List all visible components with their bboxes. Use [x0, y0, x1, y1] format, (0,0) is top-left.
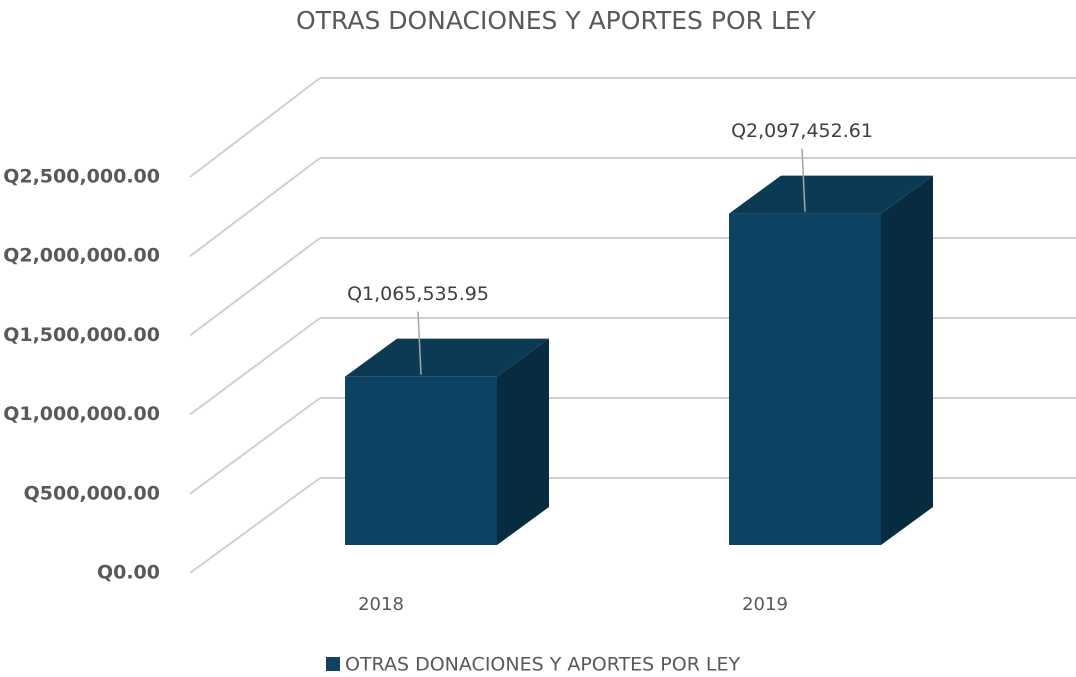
- y-tick-label: Q2,000,000.00: [3, 245, 160, 267]
- grid-line-side: [189, 237, 321, 337]
- legend-swatch: [326, 657, 340, 671]
- bar: [729, 213, 881, 546]
- bar-top: [345, 338, 549, 377]
- y-tick-label: Q1,000,000.00: [3, 403, 160, 425]
- leader-line: [801, 148, 806, 212]
- chart-title: OTRAS DONACIONES Y APORTES POR LEY: [296, 6, 817, 35]
- value-label: Q2,097,452.61: [731, 120, 873, 142]
- bar-side: [497, 338, 549, 545]
- bar-side: [881, 175, 933, 546]
- x-tick-label: 2019: [742, 594, 788, 615]
- grid-line-side: [189, 77, 321, 178]
- bar: [345, 376, 497, 545]
- grid-line-side: [189, 317, 321, 416]
- y-tick-label: Q0.00: [97, 562, 160, 584]
- x-tick-label: 2018: [358, 594, 404, 615]
- y-tick-label: Q2,500,000.00: [3, 166, 160, 188]
- value-label: Q1,065,535.95: [347, 283, 489, 305]
- grid-line-side: [189, 477, 321, 574]
- grid-line-side: [189, 397, 321, 495]
- y-tick-label: Q1,500,000.00: [3, 324, 160, 346]
- legend-label: OTRAS DONACIONES Y APORTES POR LEY: [345, 654, 741, 676]
- bar-top: [729, 175, 933, 214]
- grid-line-side: [189, 157, 321, 257]
- leader-line: [417, 311, 422, 375]
- y-tick-label: Q500,000.00: [24, 482, 160, 504]
